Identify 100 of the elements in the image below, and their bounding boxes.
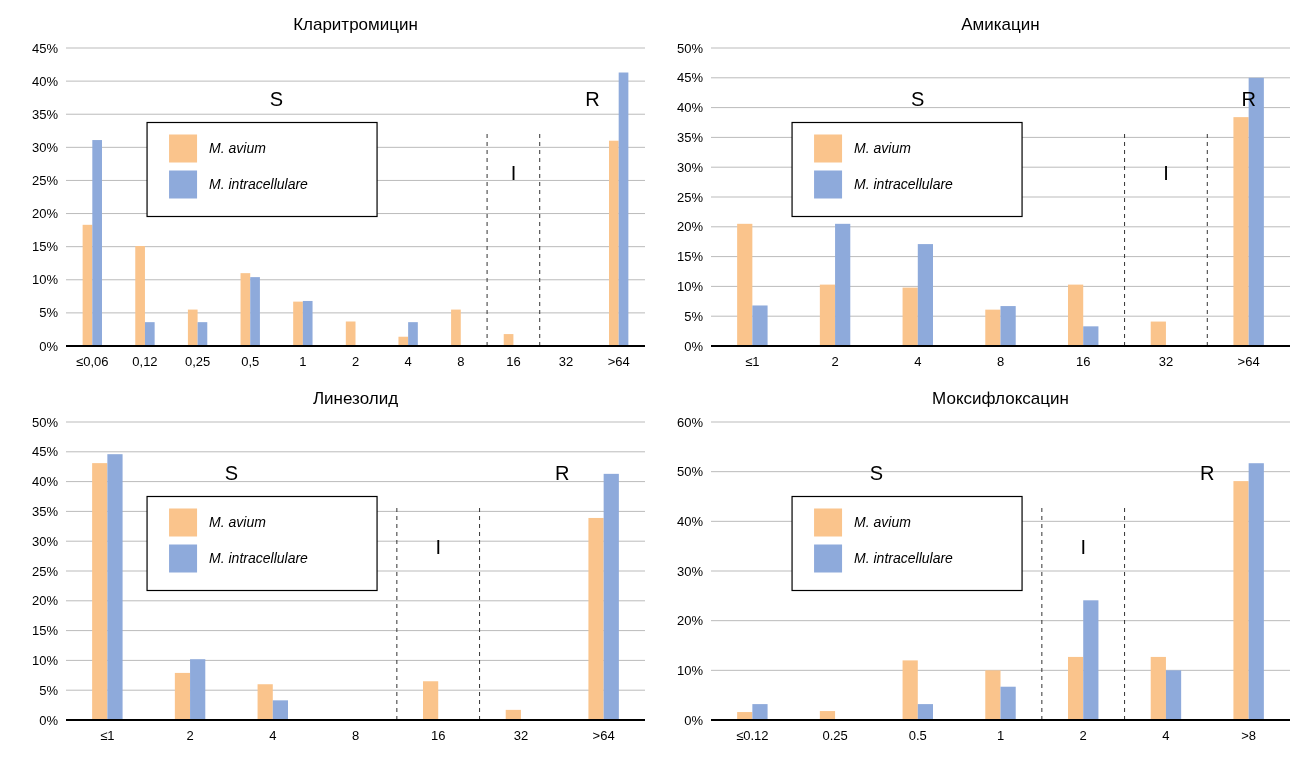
annotation: I xyxy=(510,162,517,185)
x-tick-label: 0.25 xyxy=(822,728,848,743)
legend-label: M. avium xyxy=(209,514,267,531)
y-tick-label: 30% xyxy=(31,533,59,549)
bar xyxy=(92,140,102,346)
bar xyxy=(451,309,461,346)
x-tick-label: 4 xyxy=(269,728,277,743)
annotation: R xyxy=(585,87,600,110)
y-tick-label: 30% xyxy=(31,139,59,155)
bar xyxy=(1150,321,1166,346)
y-tick-label: 10% xyxy=(31,272,59,288)
bar xyxy=(603,473,619,720)
legend-label: M. intracellulare xyxy=(854,176,954,193)
y-tick-label: 15% xyxy=(31,623,59,639)
y-tick-label: 45% xyxy=(31,444,59,460)
x-tick-label: 4 xyxy=(914,354,922,369)
annotation: I xyxy=(1080,536,1086,559)
bar xyxy=(187,309,198,346)
y-tick-label: 35% xyxy=(31,106,59,122)
bar xyxy=(293,301,303,346)
x-tick-label: 1 xyxy=(996,728,1005,743)
bar xyxy=(272,700,289,720)
y-tick-label: 25% xyxy=(31,563,59,579)
bar xyxy=(345,321,356,346)
bar xyxy=(588,517,604,720)
bar xyxy=(985,309,1001,346)
legend-label: M. avium xyxy=(854,514,912,531)
bar xyxy=(902,287,918,346)
y-tick-label: 50% xyxy=(31,414,59,430)
bar xyxy=(408,322,418,346)
bar xyxy=(302,300,313,346)
bar xyxy=(1000,686,1016,720)
bar xyxy=(92,463,108,720)
y-tick-label: 20% xyxy=(676,613,704,629)
legend-label: M. intracellulare xyxy=(209,176,309,193)
y-tick-label: 40% xyxy=(31,73,59,89)
y-tick-label: 30% xyxy=(676,563,704,579)
bar xyxy=(1150,656,1166,720)
y-tick-label: 5% xyxy=(684,308,704,324)
x-tick-label: 2 xyxy=(351,354,360,369)
annotation: R xyxy=(555,461,570,484)
y-tick-label: 20% xyxy=(31,593,59,609)
bar xyxy=(197,322,208,346)
y-tick-label: 5% xyxy=(39,305,59,321)
bar xyxy=(1067,284,1084,346)
x-tick-label: 32 xyxy=(558,354,574,369)
y-tick-label: 35% xyxy=(31,503,59,519)
bar xyxy=(135,246,145,346)
y-tick-label: 60% xyxy=(676,414,704,430)
bar xyxy=(190,659,206,720)
annotation: S xyxy=(224,461,239,484)
y-tick-label: 40% xyxy=(676,513,704,529)
bar xyxy=(144,322,155,346)
bar xyxy=(917,244,934,346)
x-tick-label: >64 xyxy=(592,728,615,743)
x-tick-label: >64 xyxy=(1237,354,1260,369)
y-tick-label: 25% xyxy=(676,189,704,205)
x-tick-label: 32 xyxy=(1158,354,1174,369)
chart-title: Кларитромицин xyxy=(293,15,418,34)
bar xyxy=(1000,306,1016,346)
x-tick-label: 16 xyxy=(430,728,446,743)
x-tick-label: 32 xyxy=(513,728,529,743)
x-tick-label: 8 xyxy=(996,354,1005,369)
bar xyxy=(1233,481,1249,720)
y-tick-label: 10% xyxy=(676,278,704,294)
x-tick-label: 0,5 xyxy=(241,354,260,369)
x-tick-label: 8 xyxy=(457,354,465,369)
x-tick-label: 2 xyxy=(186,728,194,743)
x-tick-label: ≤0,06 xyxy=(76,354,109,369)
bar xyxy=(902,660,918,720)
x-tick-label: >8 xyxy=(1241,728,1257,743)
legend-label: M. avium xyxy=(209,140,267,157)
bar xyxy=(835,223,851,346)
bar xyxy=(618,72,629,346)
y-tick-label: 50% xyxy=(676,464,704,480)
x-tick-label: 2 xyxy=(1079,728,1087,743)
chart-title: Амикацин xyxy=(961,15,1040,34)
bar xyxy=(107,454,123,720)
y-tick-label: 5% xyxy=(39,682,59,698)
y-tick-label: 10% xyxy=(31,652,59,668)
bar xyxy=(257,684,273,720)
y-tick-label: 40% xyxy=(31,474,59,490)
x-tick-label: ≤1 xyxy=(745,354,760,369)
x-tick-label: ≤0.12 xyxy=(736,728,769,743)
x-tick-label: 0,12 xyxy=(132,354,158,369)
x-tick-label: 2 xyxy=(831,354,839,369)
bar xyxy=(819,284,836,346)
bar xyxy=(985,670,1001,720)
x-tick-label: 0.5 xyxy=(908,728,927,743)
legend-label: M. intracellulare xyxy=(209,550,309,567)
bar xyxy=(1083,326,1099,346)
y-tick-label: 40% xyxy=(676,100,704,116)
bar xyxy=(423,681,439,720)
annotation: S xyxy=(269,87,284,110)
x-tick-label: 16 xyxy=(1075,354,1091,369)
x-tick-label: 4 xyxy=(1162,728,1170,743)
bar xyxy=(1233,117,1249,346)
x-tick-label: 8 xyxy=(351,728,360,743)
bar xyxy=(752,704,768,720)
bar xyxy=(1067,656,1084,720)
